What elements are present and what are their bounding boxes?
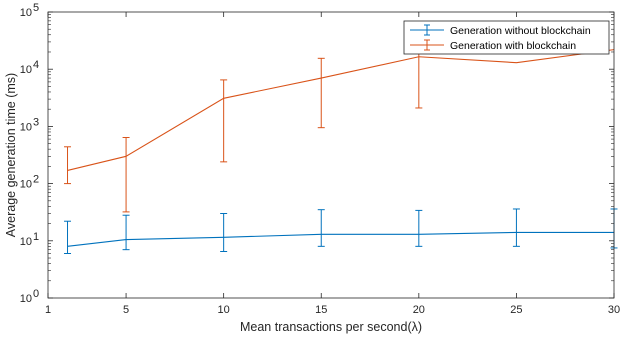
series-layer xyxy=(64,41,618,254)
y-tick-exponent: 4 xyxy=(33,59,39,71)
x-tick-label: 20 xyxy=(413,304,425,316)
y-tick-exponent: 3 xyxy=(33,116,39,128)
y-tick-base: 10 xyxy=(20,121,32,133)
x-tick-label: 5 xyxy=(123,304,129,316)
plot-frame xyxy=(47,11,615,299)
y-tick-exponent: 5 xyxy=(33,2,39,14)
y-tick-label: 10 xyxy=(20,236,32,248)
x-axis-title: Mean transactions per second(λ) xyxy=(240,320,422,334)
y-tick-label: 10 xyxy=(20,293,32,305)
legend-label: Generation with blockchain xyxy=(450,40,576,52)
x-tick-label: 25 xyxy=(510,304,522,316)
y-tick-base: 10 xyxy=(20,236,32,248)
y-tick-exponent: 0 xyxy=(33,288,39,300)
y-tick-base: 10 xyxy=(20,7,32,19)
legend-box xyxy=(403,20,610,55)
x-tick-label: 10 xyxy=(218,304,230,316)
axes-layer xyxy=(47,11,615,299)
y-tick-base: 10 xyxy=(20,293,32,305)
legend-label: Generation without blockchain xyxy=(450,25,591,37)
y-tick-label: 10 xyxy=(20,64,32,76)
legend: Generation without blockchain Generation … xyxy=(403,20,610,55)
y-tick-base: 10 xyxy=(20,179,32,191)
y-tick-label: 10 xyxy=(20,121,32,133)
x-tick-label: 30 xyxy=(608,304,620,316)
y-tick-label: 10 xyxy=(20,7,32,19)
y-tick-label: 10 xyxy=(20,179,32,191)
x-tick-label: 15 xyxy=(315,304,327,316)
x-tick-label: 1 xyxy=(45,304,51,316)
series-line-0 xyxy=(67,231,614,247)
series-line-1 xyxy=(67,49,615,171)
y-tick-exponent: 1 xyxy=(33,231,39,243)
y-axis-title: Average generation time (ms) xyxy=(4,73,18,237)
y-tick-base: 10 xyxy=(20,64,32,76)
y-tick-exponent: 2 xyxy=(33,174,39,186)
